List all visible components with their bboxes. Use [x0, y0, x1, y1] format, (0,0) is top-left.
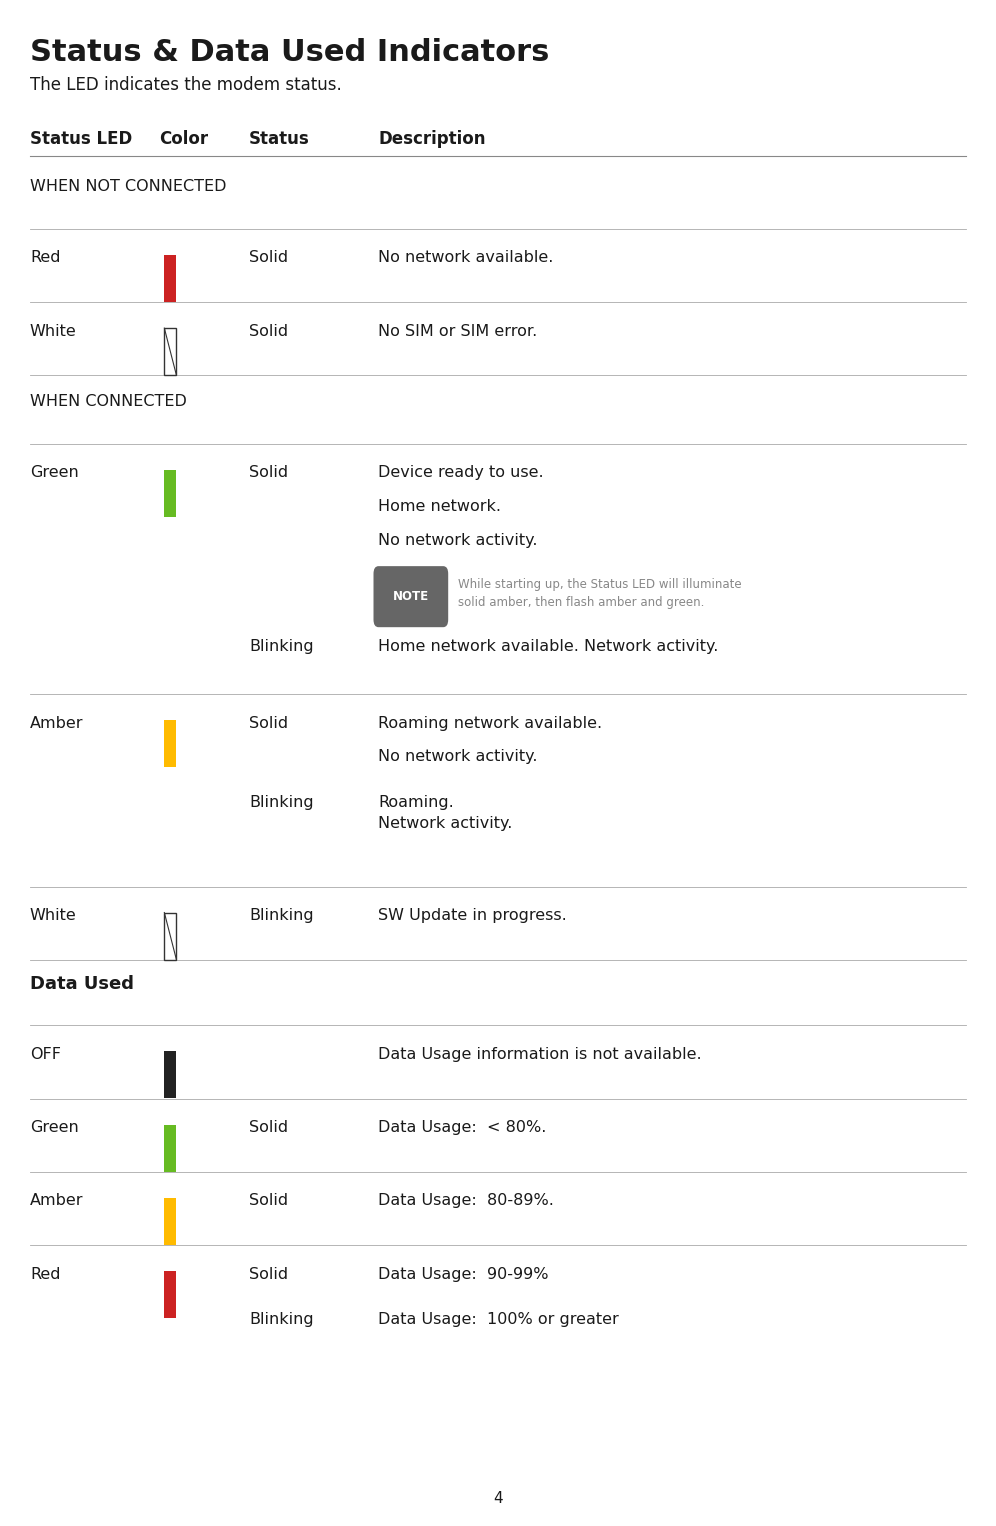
- Text: Solid: Solid: [249, 250, 288, 266]
- Text: Status LED: Status LED: [30, 130, 132, 148]
- Text: No SIM or SIM error.: No SIM or SIM error.: [378, 324, 538, 339]
- Text: No network activity.: No network activity.: [378, 533, 538, 548]
- FancyBboxPatch shape: [164, 1125, 176, 1172]
- Text: Solid: Solid: [249, 465, 288, 481]
- Text: OFF: OFF: [30, 1047, 61, 1062]
- Text: No network available.: No network available.: [378, 250, 554, 266]
- Text: Data Usage:  100% or greater: Data Usage: 100% or greater: [378, 1312, 620, 1328]
- FancyBboxPatch shape: [164, 1051, 176, 1099]
- Text: Roaming network available.: Roaming network available.: [378, 716, 603, 731]
- Text: Solid: Solid: [249, 1267, 288, 1282]
- Text: Solid: Solid: [249, 324, 288, 339]
- FancyBboxPatch shape: [164, 720, 176, 768]
- FancyBboxPatch shape: [164, 1271, 176, 1318]
- Text: Status & Data Used Indicators: Status & Data Used Indicators: [30, 38, 549, 67]
- Text: While starting up, the Status LED will illuminate
solid amber, then flash amber : While starting up, the Status LED will i…: [458, 578, 742, 609]
- FancyBboxPatch shape: [164, 913, 176, 960]
- Text: WHEN CONNECTED: WHEN CONNECTED: [30, 394, 187, 409]
- Text: Green: Green: [30, 1120, 79, 1135]
- Text: Solid: Solid: [249, 1120, 288, 1135]
- Text: Status: Status: [249, 130, 310, 148]
- Text: WHEN NOT CONNECTED: WHEN NOT CONNECTED: [30, 179, 226, 194]
- Text: Roaming.
Network activity.: Roaming. Network activity.: [378, 795, 513, 832]
- Text: Blinking: Blinking: [249, 795, 314, 810]
- Text: Red: Red: [30, 1267, 61, 1282]
- Text: Blinking: Blinking: [249, 639, 314, 655]
- Text: Blinking: Blinking: [249, 908, 314, 923]
- Text: White: White: [30, 324, 77, 339]
- Text: Color: Color: [159, 130, 208, 148]
- Text: Amber: Amber: [30, 716, 84, 731]
- Text: SW Update in progress.: SW Update in progress.: [378, 908, 568, 923]
- FancyBboxPatch shape: [164, 470, 176, 517]
- Text: The LED indicates the modem status.: The LED indicates the modem status.: [30, 76, 342, 95]
- Text: Data Usage:  80-89%.: Data Usage: 80-89%.: [378, 1193, 555, 1209]
- Text: Home network.: Home network.: [378, 499, 501, 514]
- Text: Data Used: Data Used: [30, 975, 133, 993]
- FancyBboxPatch shape: [164, 1198, 176, 1245]
- FancyBboxPatch shape: [164, 328, 176, 375]
- Text: Home network available. Network activity.: Home network available. Network activity…: [378, 639, 719, 655]
- Text: Red: Red: [30, 250, 61, 266]
- Text: Green: Green: [30, 465, 79, 481]
- Text: Solid: Solid: [249, 716, 288, 731]
- Text: Data Usage information is not available.: Data Usage information is not available.: [378, 1047, 702, 1062]
- Text: Device ready to use.: Device ready to use.: [378, 465, 544, 481]
- Text: NOTE: NOTE: [392, 591, 429, 603]
- Text: Description: Description: [378, 130, 486, 148]
- Text: No network activity.: No network activity.: [378, 749, 538, 765]
- FancyBboxPatch shape: [374, 566, 448, 627]
- Text: Data Usage:  < 80%.: Data Usage: < 80%.: [378, 1120, 547, 1135]
- FancyBboxPatch shape: [164, 255, 176, 302]
- Text: White: White: [30, 908, 77, 923]
- Text: 4: 4: [493, 1491, 503, 1506]
- Text: Data Usage:  90-99%: Data Usage: 90-99%: [378, 1267, 549, 1282]
- Text: Blinking: Blinking: [249, 1312, 314, 1328]
- Text: Solid: Solid: [249, 1193, 288, 1209]
- Text: Amber: Amber: [30, 1193, 84, 1209]
